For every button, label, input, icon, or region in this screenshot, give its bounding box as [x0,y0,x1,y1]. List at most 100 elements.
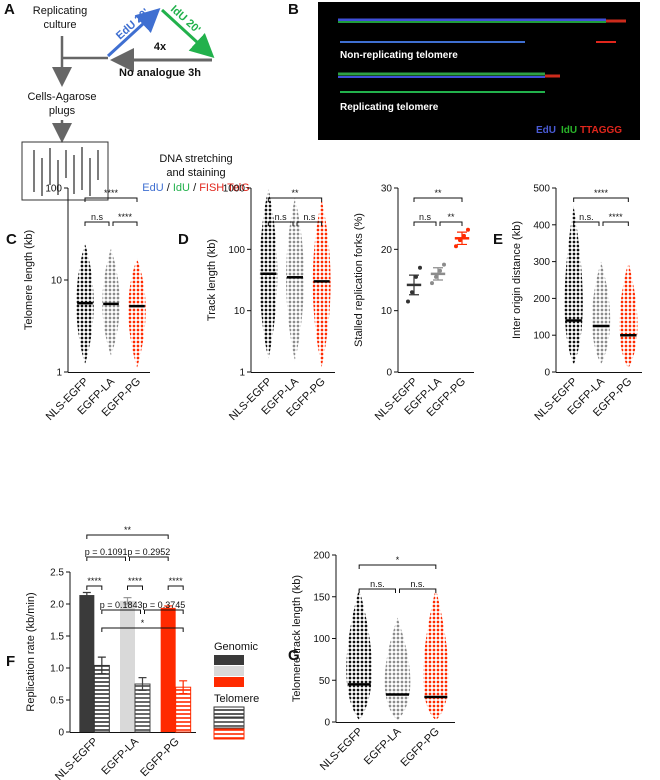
y-tick-label: 100 [45,184,62,195]
panel-b: B Non-replicating telomere Replicating t… [288,1,640,140]
y-tick-label: 10 [51,276,63,287]
significance-bracket [413,197,463,202]
significance-label: **** [609,212,624,222]
error-bar [82,591,91,599]
y-axis-label: Track length (kb) [206,239,218,321]
point [430,281,434,286]
step-label: and staining [166,167,225,179]
significance-label: **** [128,576,143,586]
point [418,265,422,270]
node-label: culture [43,19,76,31]
y-tick-label: 0.5 [50,696,64,707]
legend-swatch [213,728,245,740]
significance-label: **** [118,212,133,222]
significance-bracket [358,588,396,593]
dot-cloud [422,588,449,721]
significance-bracket [296,221,323,226]
stain-label: EdU / IdU / FISH TelG [142,182,249,194]
separator: / [193,182,197,194]
panel-letter: G [288,647,300,664]
dot-cloud [128,258,146,369]
significance-bracket [86,534,169,539]
error-bar [138,677,147,691]
significance-label: n.s [91,212,104,222]
y-tick-label: 20 [381,245,393,256]
bar [120,600,135,732]
bar [134,683,151,733]
significance-bracket [267,221,294,226]
image-label: Replicating telomere [340,102,439,113]
y-tick-label: 100 [228,245,245,256]
bar [160,607,176,732]
legend-label: Telomere [214,693,259,705]
significance-label: p = 0.3745 [142,600,185,610]
x-tick-label: EGFP-PG [138,736,181,779]
significance-label: **** [169,576,184,586]
point [438,268,442,273]
significance-bracket [101,627,184,632]
y-tick-label: 1 [239,368,245,379]
panel-a: A Replicating culture EdU 20' IdU 20' 4x… [4,1,250,201]
x-tick-label: EGFP-LA [99,735,141,777]
separator: / [167,182,171,194]
significance-bracket [573,221,600,226]
panel-letter: B [288,1,299,18]
y-tick-label: 0 [58,728,64,739]
error-bar [179,680,188,695]
y-axis-label: Telomere length (kb) [23,230,35,330]
bar [93,664,110,733]
image-legend: IdU [561,125,577,136]
stain: EdU [142,182,163,194]
y-axis-label: Inter origin distance (kb) [511,221,523,339]
y-tick-label: 300 [533,257,550,268]
y-tick-label: 30 [381,184,393,195]
y-tick-label: 0 [386,368,392,379]
significance-bracket [101,609,141,614]
y-tick-label: 0 [544,368,550,379]
significance-label: n.s. [410,579,425,589]
significance-label: ** [124,525,132,535]
y-tick-label: 500 [533,184,550,195]
significance-bracket [112,221,138,226]
significance-bracket [86,556,126,561]
significance-bracket [144,609,184,614]
x-tick-label: NLS-EGFP [318,726,365,773]
y-tick-label: 10 [381,306,393,317]
y-tick-label: 50 [319,676,331,687]
dot-cloud [346,588,373,721]
y-tick-label: 1 [56,368,62,379]
fiber-box [21,141,109,201]
repeat-label: 4x [154,41,167,53]
y-axis-label: Replication rate (kb/min) [25,592,37,711]
significance-label: **** [594,188,609,198]
y-axis-label: Stalled replication forks (%) [353,213,365,347]
fibers [33,147,99,196]
panel-letter: A [4,1,15,18]
y-tick-label: 2.5 [50,568,64,579]
significance-bracket [84,197,138,202]
panel-letter: D [178,231,189,248]
dot-cloud [286,197,304,362]
y-tick-label: 100 [313,634,330,645]
point [462,233,466,238]
significance-bracket [84,221,110,226]
stain: FISH TelG [199,182,250,194]
significance-bracket [573,197,629,202]
significance-label: p = 0.1091 [85,547,128,557]
significance-label: * [141,618,145,628]
point [410,290,414,295]
panel-letter: F [6,653,15,670]
significance-bracket [602,221,629,226]
significance-label: ** [447,212,455,222]
legend-swatch [213,717,245,729]
y-tick-label: 10 [234,306,246,317]
y-tick-label: 200 [533,294,550,305]
y-tick-label: 1000 [223,184,246,195]
y-axis-label: Telomere track length (kb) [291,575,303,702]
x-tick-label: EGFP-PG [398,726,441,769]
bar [79,595,95,732]
point [442,262,446,267]
significance-label: n.s. [579,212,594,222]
y-tick-label: 1.0 [50,664,64,675]
